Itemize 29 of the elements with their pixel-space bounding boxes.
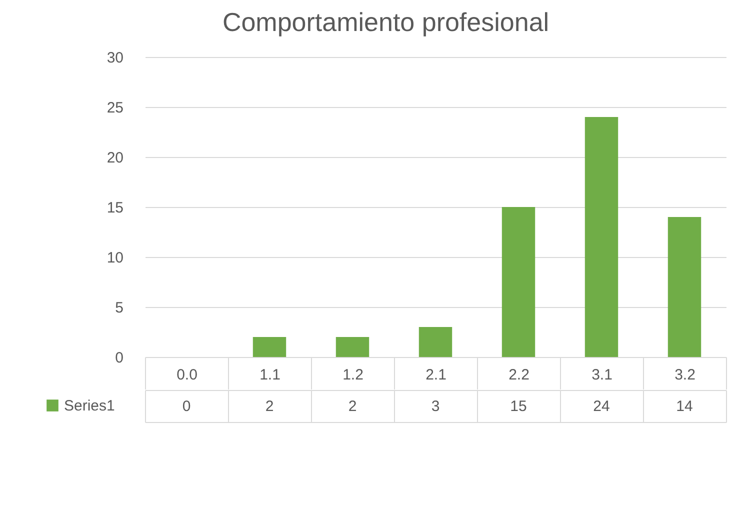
data-label: 2 — [265, 398, 274, 415]
y-tick-label: 20 — [106, 150, 124, 166]
data-label: 3 — [431, 398, 440, 415]
x-tick-label: 3.1 — [592, 366, 612, 384]
bar — [252, 337, 286, 357]
x-tick-label: 2.1 — [426, 366, 446, 384]
legend-label: Series1 — [64, 398, 115, 414]
data-label: 2 — [348, 398, 357, 415]
data-label: 14 — [676, 398, 693, 415]
bar — [336, 337, 370, 357]
x-tick-label: 2.2 — [508, 366, 530, 384]
chart-title: Comportamiento profesional — [222, 7, 550, 37]
y-tick-label: 25 — [106, 100, 124, 116]
y-tick-label: 10 — [106, 250, 124, 266]
y-tick-label: 0 — [115, 350, 124, 366]
y-tick-label: 30 — [106, 50, 124, 66]
bar — [584, 117, 618, 357]
data-label: 15 — [510, 398, 527, 415]
bar — [418, 327, 452, 357]
x-tick-label: 3.2 — [674, 366, 696, 384]
data-label: 0 — [182, 398, 191, 415]
bar — [668, 217, 702, 357]
data-label: 24 — [593, 398, 610, 415]
bar — [502, 207, 536, 357]
y-tick-label: 15 — [106, 200, 124, 216]
y-tick-label: 5 — [115, 300, 124, 316]
x-tick-label: 1.2 — [342, 366, 364, 384]
x-tick-label: 1.1 — [260, 366, 280, 384]
x-tick-label: 0.0 — [176, 366, 198, 384]
